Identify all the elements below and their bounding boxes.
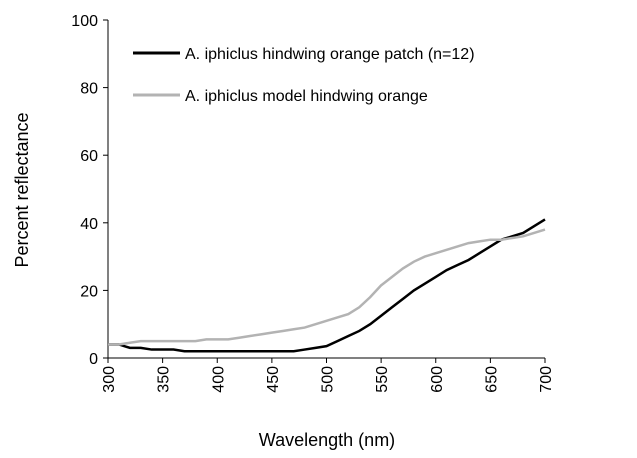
legend-label: A. iphiclus model hindwing orange bbox=[185, 88, 428, 105]
series-line bbox=[108, 218, 546, 353]
x-tick-label: 350 bbox=[156, 366, 173, 393]
x-tick-label: 300 bbox=[101, 366, 118, 393]
y-tick-label: 100 bbox=[71, 13, 98, 30]
y-tick-label: 60 bbox=[80, 148, 98, 165]
x-tick-label: 600 bbox=[429, 366, 446, 393]
legend-label: A. iphiclus hindwing orange patch (n=12) bbox=[185, 46, 475, 63]
y-axis-title: Percent reflectance bbox=[12, 112, 32, 267]
y-tick-label: 0 bbox=[89, 351, 98, 368]
series-line bbox=[108, 228, 546, 346]
y-tick-label: 40 bbox=[80, 216, 98, 233]
x-tick-label: 500 bbox=[320, 366, 337, 393]
x-tick-label: 700 bbox=[538, 366, 555, 393]
y-tick-label: 80 bbox=[80, 81, 98, 98]
x-tick-label: 450 bbox=[265, 366, 282, 393]
x-tick-label: 550 bbox=[374, 366, 391, 393]
x-axis-title: Wavelength (nm) bbox=[259, 430, 395, 450]
x-tick-label: 400 bbox=[210, 366, 227, 393]
y-tick-label: 20 bbox=[80, 283, 98, 300]
x-tick-label: 650 bbox=[483, 366, 500, 393]
